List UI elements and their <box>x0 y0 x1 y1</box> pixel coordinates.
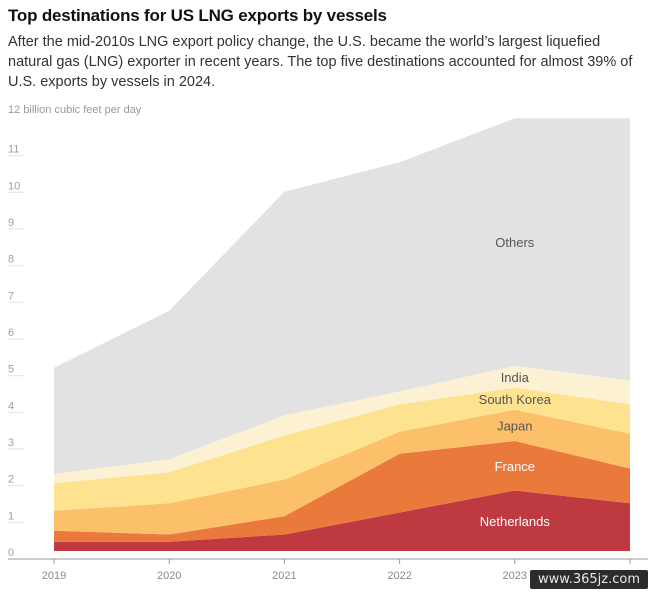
area-south-korea <box>54 387 630 511</box>
x-tick-label: 2022 <box>387 570 411 582</box>
series-labels: Netherlands France Japan South Korea India Ot… <box>479 235 552 529</box>
series-label-india: India <box>501 370 530 385</box>
series-label-france: France <box>495 459 535 474</box>
area-japan <box>54 409 630 535</box>
y-tick-label: 8 <box>8 254 14 266</box>
x-tick-label: 2020 <box>157 570 181 582</box>
area-india <box>54 365 630 484</box>
y-tick-label: 7 <box>8 290 14 302</box>
watermark: www.365jz.com <box>530 570 648 589</box>
y-tick-label: 10 <box>8 180 20 192</box>
chart-subtitle: After the mid-2010s LNG export policy ch… <box>8 34 633 90</box>
y-tick-label: 0 <box>8 547 14 559</box>
series-label-others: Others <box>495 235 535 250</box>
area-others <box>54 118 630 475</box>
x-tick-label: 2021 <box>272 570 296 582</box>
y-tick-label: 4 <box>8 400 14 412</box>
y-tick-label: 3 <box>8 437 14 449</box>
y-tick-label: 1 <box>8 510 14 522</box>
series-label-netherlands: Netherlands <box>480 514 551 529</box>
x-tick-label: 2019 <box>42 570 66 582</box>
area-netherlands <box>54 490 630 551</box>
area-france <box>54 441 630 542</box>
y-tick-label: 2 <box>8 474 14 486</box>
y-axis-unit-label: 12 billion cubic feet per day <box>8 104 142 116</box>
y-tick-label: 6 <box>8 327 14 339</box>
x-tick-label: 2023 <box>503 570 527 582</box>
y-tick-label: 9 <box>8 217 14 229</box>
series-label-south-korea: South Korea <box>479 392 552 407</box>
series-label-japan: Japan <box>497 418 532 433</box>
y-axis: 0 1 2 3 4 5 6 7 8 9 10 11 <box>8 144 24 560</box>
area-series <box>54 118 630 551</box>
chart-title: Top destinations for US LNG exports by v… <box>8 6 387 25</box>
y-tick-label: 5 <box>8 364 14 376</box>
y-tick-label: 11 <box>8 144 19 156</box>
